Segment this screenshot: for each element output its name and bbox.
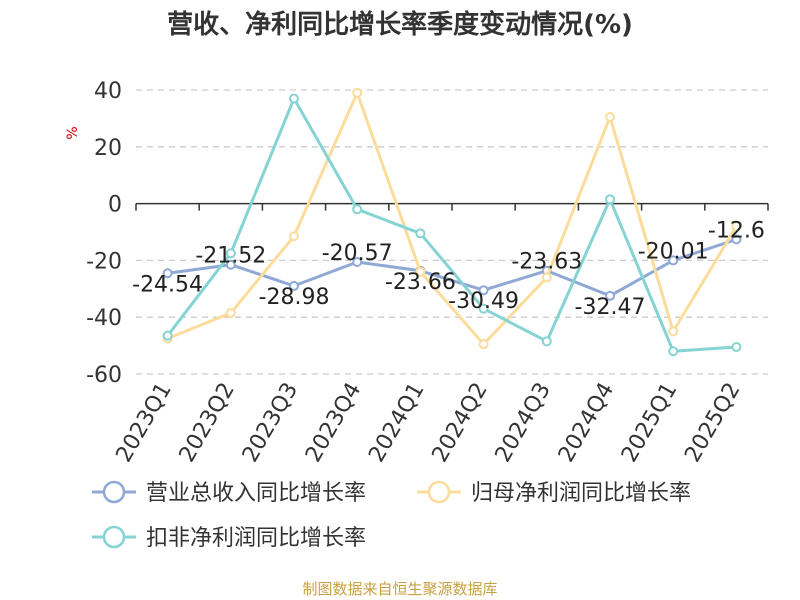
y-tick-label: -20 [86, 249, 122, 274]
source-note: 制图数据来自恒生聚源数据库 [302, 580, 497, 598]
series-2-point [415, 266, 426, 277]
series-1-point [289, 280, 299, 291]
x-tick-label: 2025Q1 [617, 379, 682, 467]
series-2-point [352, 87, 363, 98]
series-3-point [605, 194, 615, 205]
series-2-point [289, 231, 299, 242]
data-label: -21.52 [195, 244, 266, 269]
series-3-point [162, 330, 173, 341]
data-label: -20.57 [322, 241, 393, 266]
y-tick-label: -60 [86, 363, 122, 388]
series-3-point [415, 228, 426, 239]
data-label: -20.01 [638, 239, 709, 264]
data-label: -23.66 [385, 270, 456, 295]
series-1-point [162, 268, 173, 279]
x-tick-label: 2024Q3 [491, 379, 556, 467]
series-line-2 [167, 91, 738, 346]
series-2-point [541, 272, 552, 283]
x-tick-label: 2023Q3 [238, 379, 303, 467]
series-3-point [289, 93, 299, 104]
series-3-point [478, 303, 489, 314]
legend-marker-circle [427, 480, 451, 504]
x-tick-label: 2024Q4 [554, 379, 619, 467]
series-2-point [668, 326, 679, 337]
data-label: -32.47 [575, 295, 646, 320]
y-tick-label: -40 [86, 306, 122, 331]
legend-label: 归母净利润同比增长率 [471, 481, 691, 506]
series-1-point [352, 257, 363, 268]
y-tick-label: 20 [94, 136, 122, 161]
data-label: -12.6 [708, 218, 765, 243]
series-3-point [541, 336, 552, 347]
series-1-point [225, 259, 236, 270]
data-label: -28.98 [259, 285, 330, 310]
series-3-point [352, 204, 363, 215]
legend-marker-circle [102, 480, 126, 504]
legend-label: 扣非净利润同比增长率 [146, 526, 366, 551]
data-label: -23.63 [511, 250, 582, 275]
series-2-point [478, 339, 489, 350]
series-2-point [225, 307, 236, 318]
legend-marker-circle [102, 525, 126, 549]
series-3-point [668, 346, 679, 357]
series-1-point [478, 285, 489, 296]
series-1-point [605, 290, 615, 301]
x-tick-label: 2024Q1 [364, 379, 429, 467]
series-3-point [225, 248, 236, 259]
x-tick-label: 2023Q2 [175, 379, 240, 467]
y-tick-label: 0 [108, 193, 122, 218]
series-line-3 [166, 97, 737, 353]
series-1-point [668, 255, 679, 266]
series-lines [162, 87, 742, 357]
data-label: -30.49 [448, 289, 519, 314]
x-tick-label: 2023Q4 [301, 379, 366, 467]
series-3-point [731, 342, 742, 353]
x-tick-label: 2023Q1 [111, 379, 176, 467]
series-1-point [731, 234, 742, 245]
legend-label: 营业总收入同比增长率 [146, 481, 366, 506]
chart-title: 营收、净利同比增长率季度变动情况(%) [167, 9, 633, 40]
data-labels: -24.54 -21.52 -28.98 -20.57 -23.66-30.49 -23.… [132, 218, 765, 319]
series-2-point [605, 111, 615, 122]
series-2-point [731, 221, 742, 232]
x-tick-label: 2024Q2 [427, 378, 492, 466]
data-label: -24.54 [132, 272, 203, 297]
x-tick-label: 2025Q2 [680, 379, 745, 467]
y-axis-unit: % [65, 126, 81, 139]
y-tick-label: 40 [94, 79, 122, 104]
